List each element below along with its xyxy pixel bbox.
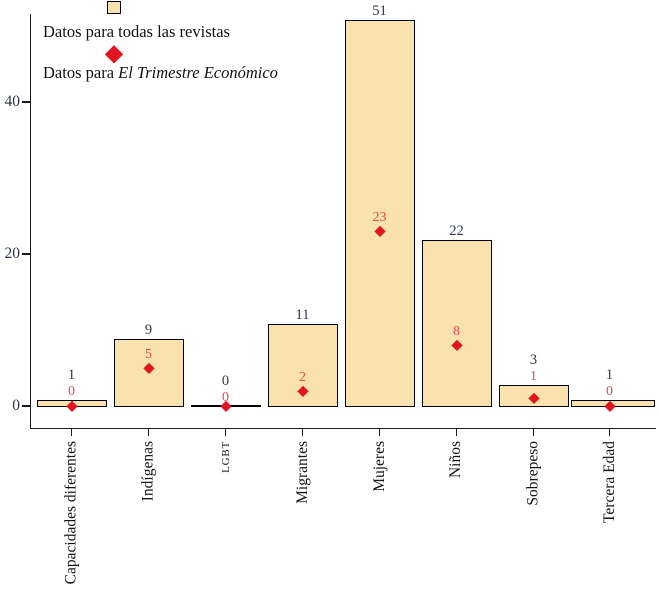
x-axis-label: Tercera Edad (600, 441, 618, 523)
x-axis-label: Capacidades diferentes (62, 441, 80, 585)
bar-value-label: 0 (221, 373, 230, 389)
point-value-label: 5 (145, 347, 152, 362)
point-value-label: 0 (606, 383, 613, 399)
bar (344, 19, 415, 408)
x-tick (532, 428, 535, 436)
legend-label-all-journals: Datos para todas las revistas (43, 22, 230, 41)
y-tick-label: 0 (12, 397, 20, 414)
point-value-label: 8 (453, 324, 460, 340)
x-tick (70, 428, 73, 436)
legend-label-prefix: Datos para (43, 63, 119, 82)
legend-diamond-swatch (105, 45, 123, 63)
bar-value-label: 51 (372, 2, 387, 19)
point-value-label: 23 (372, 210, 387, 226)
bar (421, 240, 492, 408)
x-axis-label: Mujeres (370, 441, 388, 492)
point-value-label: 1 (530, 368, 537, 384)
x-axis-label: Indígenas (139, 441, 157, 502)
legend-label-trimestre: Datos para El Trimestre Económico (43, 64, 278, 82)
y-tick (22, 253, 30, 255)
y-tick (22, 405, 30, 407)
x-tick (147, 428, 150, 436)
bar-value-label: 3 (529, 351, 538, 368)
y-tick (22, 101, 30, 103)
y-tick-label: 20 (4, 245, 21, 262)
y-axis-line (30, 14, 32, 429)
bar-value-label: 1 (67, 366, 76, 383)
legend-bar-swatch (107, 1, 121, 14)
x-tick (608, 428, 611, 436)
y-tick-label: 40 (4, 93, 21, 110)
bar-value-label: 11 (295, 306, 310, 323)
x-tick (378, 428, 381, 436)
x-axis-label: Sobrepeso (524, 441, 542, 506)
x-axis-label: Niños (447, 441, 465, 479)
point-value-label: 0 (222, 390, 229, 405)
point-value-label: 2 (299, 369, 306, 385)
point-value-label: 0 (68, 383, 75, 399)
x-tick (455, 428, 458, 436)
x-tick (224, 428, 227, 436)
x-axis-label: Migrantes (293, 441, 311, 504)
bar-value-label: 9 (144, 322, 153, 339)
x-tick (301, 428, 304, 436)
x-axis-line (30, 427, 656, 429)
bar-value-label: 1 (605, 366, 614, 383)
bar-value-label: 22 (449, 223, 464, 240)
x-axis-label: LGBT (219, 441, 232, 473)
legend-label-journal-name: El Trimestre Económico (118, 63, 278, 82)
